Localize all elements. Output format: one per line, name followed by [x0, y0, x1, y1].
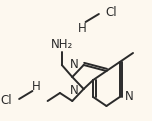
Text: H: H: [32, 79, 41, 92]
Text: H: H: [78, 22, 87, 34]
Text: N: N: [124, 91, 133, 103]
Text: N: N: [70, 57, 79, 71]
Text: Cl: Cl: [1, 95, 12, 107]
Text: N: N: [70, 83, 79, 97]
Text: NH₂: NH₂: [51, 38, 73, 51]
Text: Cl: Cl: [105, 7, 117, 19]
